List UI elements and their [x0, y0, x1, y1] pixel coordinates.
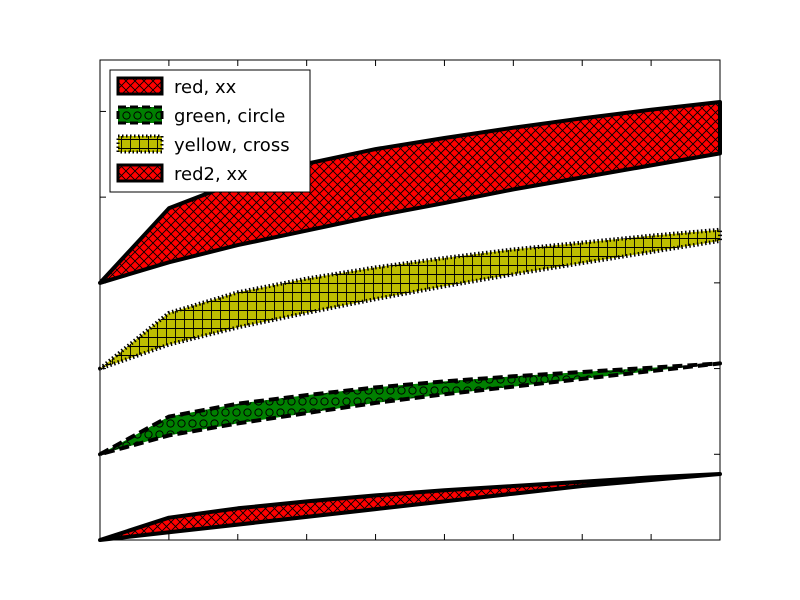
legend-entry-green-circle: green, circle	[116, 105, 285, 127]
legend-label-red-xx: red, xx	[174, 77, 237, 98]
area-hatch	[100, 363, 720, 455]
legend-entry-red2-xx: red2, xx	[116, 163, 248, 185]
legend-swatch-hatch	[118, 107, 162, 123]
legend-swatch-hatch	[118, 165, 162, 181]
legend-label-red2-xx: red2, xx	[174, 164, 248, 185]
legend-swatch-hatch	[118, 136, 162, 152]
area-series-yellow-cross	[98, 227, 722, 371]
area-edge	[98, 472, 722, 542]
legend-entry-red-xx: red, xx	[116, 76, 237, 98]
area-series-red-xx	[98, 100, 722, 285]
area-hatch	[100, 102, 720, 283]
legend-label-yellow-cross: yellow, cross	[174, 135, 290, 156]
legend-label-green-circle: green, circle	[174, 106, 285, 127]
area-series-green-circle	[98, 361, 722, 457]
legend-swatch-hatch	[118, 78, 162, 94]
area-series-group	[98, 100, 722, 542]
legend-entry-yellow-cross: yellow, cross	[116, 134, 290, 156]
area-edge	[98, 227, 722, 371]
area-edge	[98, 361, 722, 457]
area-hatch	[100, 229, 720, 369]
area-series-red2-xx	[98, 472, 722, 542]
area-edge	[98, 100, 722, 285]
legend: red, xx green, circle yellow, cross red2…	[109, 69, 311, 193]
